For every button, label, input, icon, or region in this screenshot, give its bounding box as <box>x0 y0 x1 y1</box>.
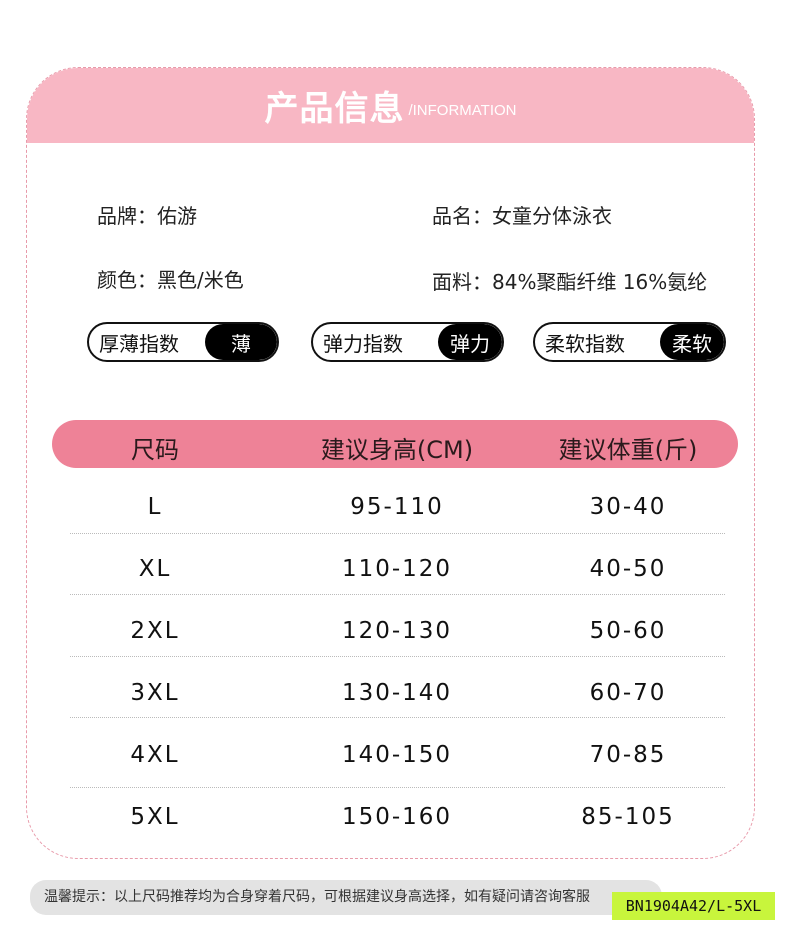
softness-index: 柔软指数 柔软 <box>533 322 726 362</box>
cell-size: 2XL <box>130 618 180 644</box>
row-divider <box>70 533 725 534</box>
column-header-weight: 建议体重(斤) <box>558 436 698 464</box>
index-label: 厚薄指数 <box>99 331 179 356</box>
cell-weight: 40-50 <box>589 556 667 582</box>
info-fabric: 面料：84%聚酯纤维 16%氨纶 <box>432 270 708 294</box>
cell-size: 4XL <box>130 742 180 768</box>
row-divider <box>70 717 725 718</box>
card-title: 产品信息 <box>264 89 405 129</box>
cell-size: L <box>147 494 163 520</box>
cell-height: 95-110 <box>350 494 444 520</box>
index-label: 弹力指数 <box>323 331 403 356</box>
cell-size: 3XL <box>130 680 180 706</box>
info-product-name: 品名：女童分体泳衣 <box>432 204 612 228</box>
cell-height: 130-140 <box>341 680 453 706</box>
cell-weight: 30-40 <box>589 494 667 520</box>
cell-weight: 50-60 <box>589 618 667 644</box>
row-divider <box>70 594 725 595</box>
cell-height: 150-160 <box>341 804 453 830</box>
size-table-header: 尺码 建议身高(CM) 建议体重(斤) <box>52 420 738 468</box>
column-header-size: 尺码 <box>131 436 179 464</box>
index-value: 弹力 <box>438 324 502 360</box>
cell-weight: 70-85 <box>589 742 667 768</box>
thickness-index: 厚薄指数 薄 <box>87 322 279 362</box>
product-code-label: BN1904A42/L-5XL <box>612 892 775 920</box>
cell-height: 140-150 <box>341 742 453 768</box>
cell-height: 110-120 <box>341 556 453 582</box>
card-header: 产品信息 /INFORMATION <box>27 68 754 143</box>
row-divider <box>70 787 725 788</box>
index-value: 薄 <box>205 324 277 360</box>
index-value: 柔软 <box>660 324 724 360</box>
cell-size: XL <box>138 556 172 582</box>
row-divider <box>70 656 725 657</box>
cell-weight: 85-105 <box>581 804 675 830</box>
cell-height: 120-130 <box>341 618 453 644</box>
cell-size: 5XL <box>130 804 180 830</box>
info-color: 颜色：黑色/米色 <box>97 268 244 292</box>
tip-banner: 温馨提示：以上尺码推荐均为合身穿着尺码，可根据建议身高选择，如有疑问请咨询客服 <box>30 880 662 915</box>
elasticity-index: 弹力指数 弹力 <box>311 322 504 362</box>
card-subtitle: /INFORMATION <box>408 102 517 119</box>
info-brand: 品牌：佑游 <box>97 204 197 228</box>
column-header-height: 建议身高(CM) <box>320 436 474 464</box>
product-info-card: 产品信息 /INFORMATION <box>26 67 755 859</box>
cell-weight: 60-70 <box>589 680 667 706</box>
index-label: 柔软指数 <box>545 331 625 356</box>
